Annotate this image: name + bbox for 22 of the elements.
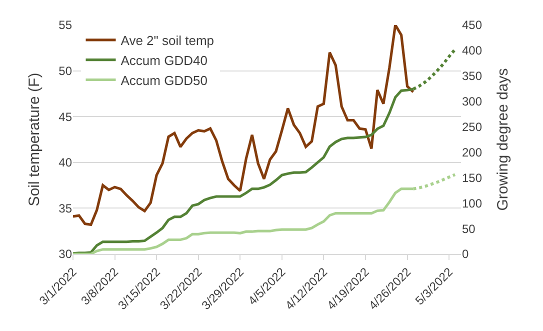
legend-label: Ave 2" soil temp <box>120 33 214 48</box>
legend-label: Accum GDD40 <box>120 52 208 68</box>
y2-tick-label: 300 <box>462 94 482 109</box>
y-tick-label: 35 <box>58 201 72 216</box>
y-axis-title: Soil temperature (F) <box>26 72 43 206</box>
y2-axis-title: Growing degree days <box>494 68 512 211</box>
y2-tick-label: 200 <box>462 145 482 160</box>
legend-label: Accum GDD50 <box>120 72 208 88</box>
y2-tick-label: 250 <box>462 120 482 134</box>
y2-tick-label: 400 <box>462 44 482 58</box>
y-tick-label: 40 <box>58 156 72 170</box>
y-tick-label: 45 <box>58 110 72 124</box>
y2-tick-label: 100 <box>462 196 482 210</box>
y2-tick-label: 50 <box>462 222 476 236</box>
line-series <box>73 25 415 226</box>
y2-tick-label: 150 <box>462 170 482 185</box>
y-tick-label: 50 <box>58 64 72 78</box>
y2-tick-label: 350 <box>462 69 482 84</box>
y-tick-label: 30 <box>58 247 72 262</box>
y-tick-label: 55 <box>58 18 72 32</box>
y2-tick-label: 450 <box>462 18 482 32</box>
y2-tick-label: 0 <box>462 247 469 262</box>
